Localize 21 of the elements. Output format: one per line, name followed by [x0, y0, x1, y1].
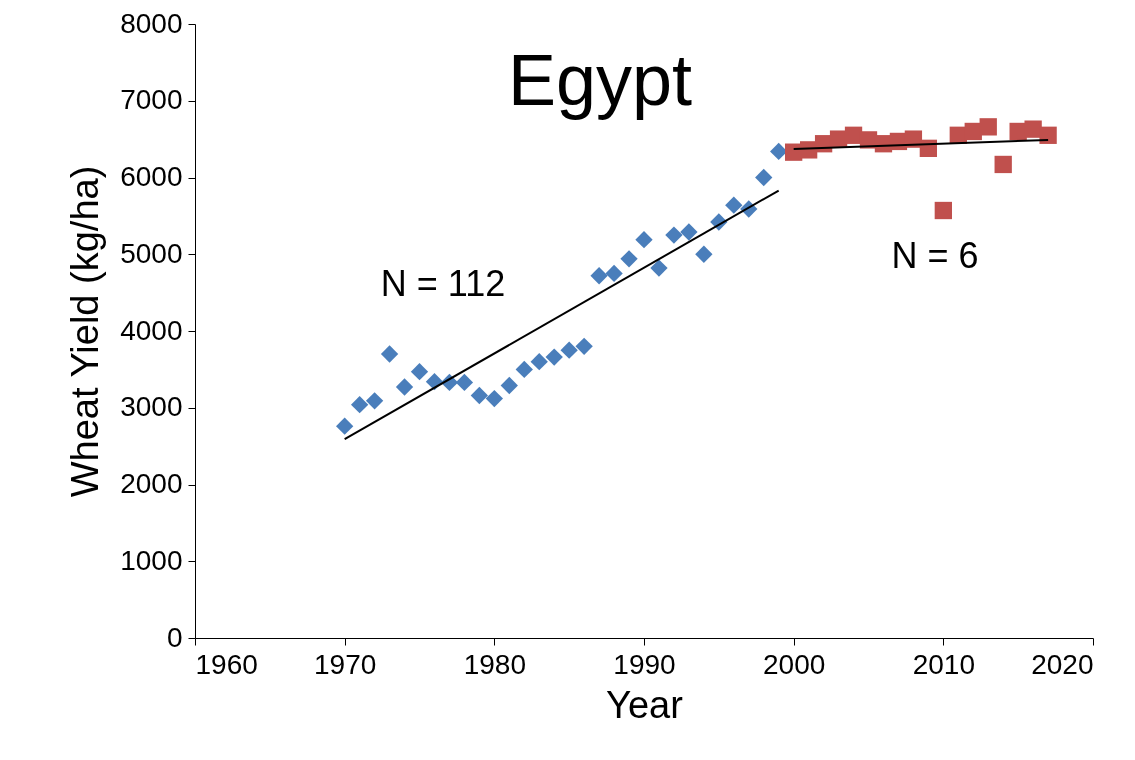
x-tick-label: 1970 — [314, 648, 377, 680]
annotation: N = 112 — [380, 263, 506, 304]
x-tick-label: 1980 — [463, 648, 526, 680]
y-tick-label: 6000 — [120, 161, 183, 192]
x-tick-label: 1960 — [195, 648, 258, 680]
y-tick-label: 3000 — [120, 391, 183, 423]
y-tick-label: 7000 — [120, 84, 183, 116]
y-tick-label: 0 — [166, 621, 183, 653]
x-axis-title: Year — [606, 683, 684, 726]
y-axis-title: Wheat Yield (kg/ha) — [64, 165, 107, 498]
y-tick-label: 8000 — [120, 7, 183, 39]
chart-title: Egypt — [507, 40, 693, 120]
x-tick-label: 1990 — [613, 648, 676, 680]
y-tick-label: 2000 — [120, 468, 183, 499]
y-tick-label: 1000 — [120, 544, 183, 576]
x-tick-label: 2020 — [1031, 648, 1094, 680]
x-tick-label: 2010 — [912, 648, 975, 680]
y-tick-label: 4000 — [120, 314, 183, 346]
y-tick-label: 5000 — [120, 237, 183, 269]
x-tick-label: 2000 — [763, 648, 826, 680]
annotation: N = 6 — [891, 235, 979, 276]
